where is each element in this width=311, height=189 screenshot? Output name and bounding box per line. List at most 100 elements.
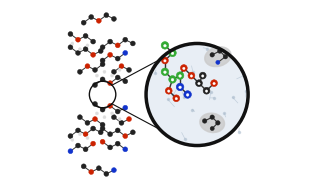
Circle shape xyxy=(86,44,89,47)
Circle shape xyxy=(85,64,90,69)
Circle shape xyxy=(111,168,116,173)
Circle shape xyxy=(108,103,113,108)
Circle shape xyxy=(98,130,103,135)
Circle shape xyxy=(188,72,195,79)
Circle shape xyxy=(119,64,124,69)
Circle shape xyxy=(115,56,120,61)
Circle shape xyxy=(179,86,181,89)
Circle shape xyxy=(93,117,97,122)
Circle shape xyxy=(164,71,166,74)
Circle shape xyxy=(130,130,135,135)
Circle shape xyxy=(123,105,128,110)
Circle shape xyxy=(165,87,172,94)
Ellipse shape xyxy=(205,47,231,67)
Circle shape xyxy=(76,37,81,42)
Circle shape xyxy=(93,101,97,106)
Circle shape xyxy=(110,74,114,77)
Circle shape xyxy=(76,50,81,55)
Circle shape xyxy=(96,166,101,171)
Circle shape xyxy=(91,39,95,44)
Circle shape xyxy=(123,134,128,139)
Circle shape xyxy=(91,126,95,131)
Circle shape xyxy=(119,120,124,125)
Circle shape xyxy=(83,147,88,152)
Circle shape xyxy=(89,170,94,174)
Circle shape xyxy=(216,121,220,125)
Circle shape xyxy=(68,134,73,139)
Circle shape xyxy=(77,115,82,120)
Circle shape xyxy=(100,126,105,131)
Circle shape xyxy=(68,45,73,50)
Circle shape xyxy=(100,45,105,50)
Circle shape xyxy=(108,145,113,150)
Circle shape xyxy=(161,42,169,49)
Circle shape xyxy=(223,54,228,59)
Circle shape xyxy=(100,62,105,67)
Circle shape xyxy=(108,81,113,86)
Circle shape xyxy=(203,87,210,94)
Circle shape xyxy=(115,43,120,48)
Circle shape xyxy=(169,49,176,57)
Circle shape xyxy=(161,57,168,64)
Circle shape xyxy=(210,115,215,119)
Circle shape xyxy=(103,116,106,119)
Circle shape xyxy=(98,49,103,53)
Circle shape xyxy=(115,109,120,114)
Circle shape xyxy=(93,67,97,72)
Circle shape xyxy=(81,164,86,169)
Circle shape xyxy=(77,69,82,74)
Circle shape xyxy=(118,118,121,121)
Circle shape xyxy=(202,119,207,123)
Circle shape xyxy=(78,48,81,51)
Circle shape xyxy=(111,69,116,74)
Circle shape xyxy=(83,47,88,52)
Circle shape xyxy=(83,132,88,137)
Circle shape xyxy=(96,18,101,23)
Circle shape xyxy=(103,70,106,73)
Circle shape xyxy=(100,139,105,144)
Circle shape xyxy=(91,141,95,146)
Circle shape xyxy=(111,16,116,21)
Circle shape xyxy=(199,72,206,79)
Circle shape xyxy=(164,60,166,62)
Circle shape xyxy=(127,67,132,72)
Circle shape xyxy=(100,107,105,112)
Circle shape xyxy=(146,43,248,146)
Circle shape xyxy=(95,112,98,115)
Circle shape xyxy=(190,75,193,77)
Circle shape xyxy=(76,143,81,148)
Circle shape xyxy=(104,171,109,176)
Circle shape xyxy=(110,112,114,115)
Circle shape xyxy=(111,115,116,120)
Circle shape xyxy=(186,94,189,96)
Circle shape xyxy=(108,132,113,137)
Circle shape xyxy=(123,147,128,152)
Circle shape xyxy=(71,42,74,45)
Circle shape xyxy=(168,90,170,92)
Circle shape xyxy=(123,79,128,84)
Circle shape xyxy=(217,49,222,53)
Circle shape xyxy=(123,50,128,55)
Circle shape xyxy=(175,98,178,100)
Circle shape xyxy=(115,141,120,146)
Circle shape xyxy=(210,126,214,131)
Circle shape xyxy=(108,52,113,57)
Circle shape xyxy=(179,75,181,77)
Circle shape xyxy=(71,138,74,141)
Circle shape xyxy=(115,128,120,133)
Circle shape xyxy=(78,133,81,136)
Circle shape xyxy=(173,95,180,102)
Circle shape xyxy=(68,32,73,36)
Circle shape xyxy=(184,91,191,98)
Circle shape xyxy=(127,117,132,122)
Circle shape xyxy=(118,68,121,71)
Circle shape xyxy=(93,83,97,88)
Circle shape xyxy=(89,15,94,19)
Circle shape xyxy=(180,65,187,71)
Circle shape xyxy=(95,74,98,77)
Circle shape xyxy=(198,82,200,85)
Circle shape xyxy=(108,39,113,44)
Circle shape xyxy=(100,77,105,82)
Circle shape xyxy=(164,44,166,47)
Circle shape xyxy=(205,90,208,92)
